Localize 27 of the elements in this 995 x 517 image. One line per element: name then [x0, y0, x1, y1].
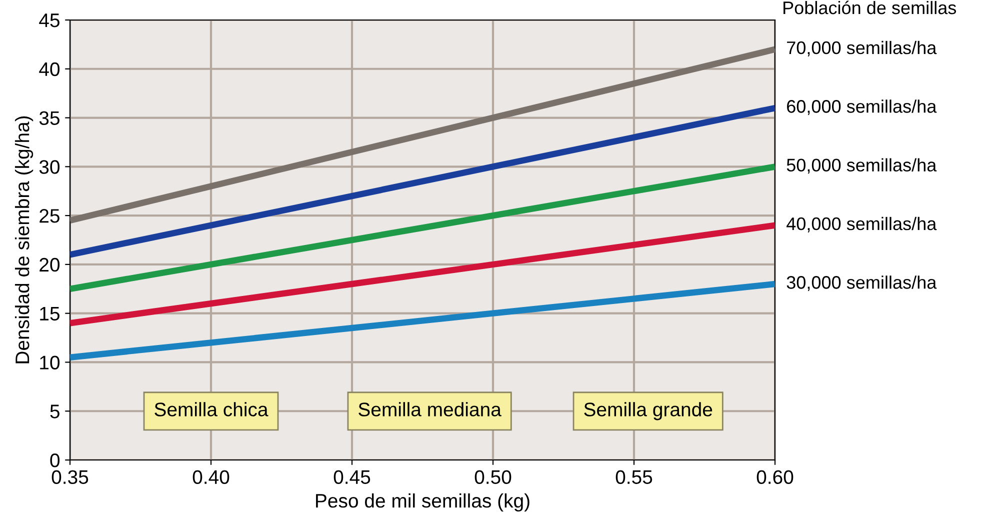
- x-tick-label: 0.60: [756, 470, 794, 484]
- annotation: Semilla mediana: [358, 402, 502, 416]
- y-tick-label: 15: [40, 307, 60, 321]
- x-tick-label: 0.45: [334, 470, 370, 484]
- legend-title: Población de semillas: [784, 0, 956, 14]
- y-tick-label: 0: [50, 453, 60, 468]
- y-tick-label: 35: [39, 111, 60, 126]
- annotation: Semilla grande: [584, 402, 712, 420]
- x-tick-label: 0.55: [616, 470, 652, 484]
- y-tick-label: 5: [50, 404, 60, 418]
- series-label: 30,000 semillas/ha: [786, 276, 937, 291]
- y-tick-label: 10: [40, 356, 60, 370]
- series-label: 50,000 semillas/ha: [786, 158, 937, 174]
- x-tick-label: 0.40: [192, 470, 230, 484]
- series-label: 60,000 semillas/ha: [787, 100, 937, 115]
- y-axis-title: Densidad de siembra (kg/ha): [14, 116, 34, 364]
- y-tick-label: 25: [40, 209, 60, 223]
- x-tick-label: 0.35: [52, 470, 88, 484]
- y-tick-label: 30: [39, 160, 60, 174]
- y-tick-label: 45: [39, 14, 60, 28]
- x-axis-title: Peso de mil semillas (kg): [316, 493, 530, 512]
- series-label: 70,000 semillas/ha: [787, 40, 937, 56]
- series-label: 40,000 semillas/ha: [786, 216, 937, 232]
- annotation: Semilla chica: [154, 402, 268, 416]
- x-tick-label: 0.50: [474, 470, 512, 484]
- y-tick-label: 40: [39, 62, 60, 76]
- y-tick-label: 20: [40, 258, 60, 272]
